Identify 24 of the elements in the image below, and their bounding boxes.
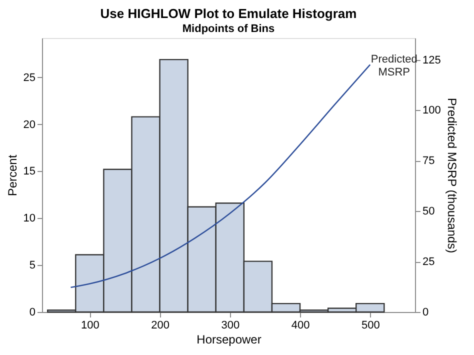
y-tick-label: 0 [29, 306, 36, 318]
series-label: Predicted MSRP [370, 54, 418, 79]
x-tick-label: 300 [221, 320, 240, 332]
y2-tick-label: 50 [422, 206, 435, 218]
y2-tick-label: 0 [422, 306, 429, 318]
chart-subtitle: Midpoints of Bins [182, 23, 275, 35]
x-axis-title: Horsepower [196, 332, 262, 346]
x-tick-label: 100 [80, 320, 100, 332]
y2-tick-label: 100 [422, 104, 441, 117]
y-tick-label: 5 [29, 260, 36, 272]
x-tick-label: 400 [291, 320, 310, 332]
y-tick-label: 25 [23, 72, 36, 84]
y-tick-label: 20 [23, 118, 36, 131]
y2-axis-title: Predicted MSRP (thousands) [444, 98, 459, 254]
y2-tick-label: 25 [422, 256, 435, 268]
y-tick-label: 15 [23, 166, 36, 178]
x-tick-label: 500 [361, 320, 380, 332]
y-tick-label: 10 [23, 212, 36, 225]
line-series [70, 64, 371, 288]
chart-title: Use HIGHLOW Plot to Emulate Histogram [100, 6, 357, 21]
x-tick-label: 200 [151, 320, 170, 332]
y2-tick-label: 75 [422, 155, 435, 168]
y-axis-title: Percent [5, 154, 20, 196]
y2-tick-label: 125 [422, 54, 441, 66]
